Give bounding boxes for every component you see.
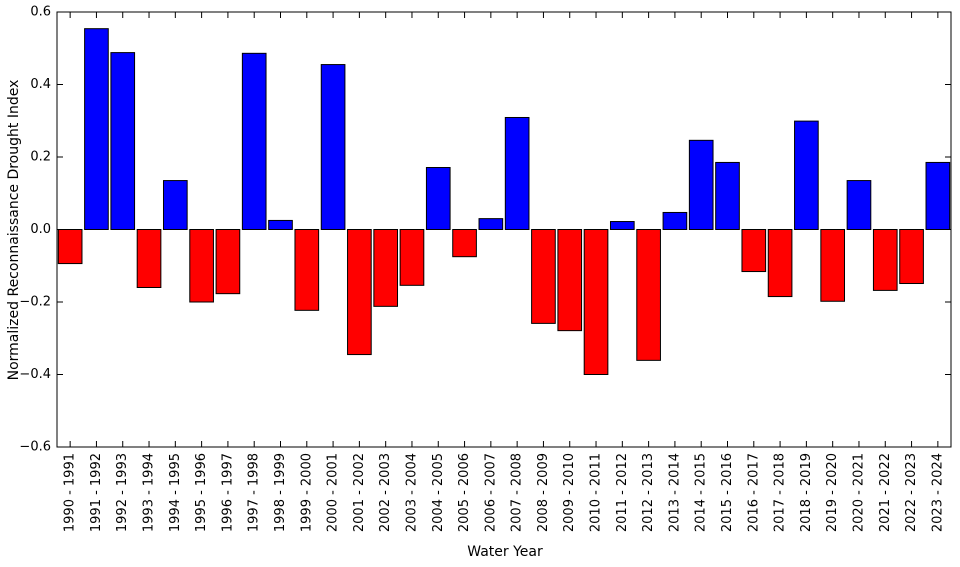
bar [399, 229, 425, 286]
bar [872, 229, 898, 291]
bar [268, 219, 293, 230]
bar [241, 52, 267, 231]
bar [478, 218, 504, 230]
bar [136, 229, 162, 288]
bar [110, 52, 136, 230]
x-axis-label: Water Year [467, 544, 543, 560]
bar [162, 180, 188, 230]
x-tick-label: 2020 - 2021 [851, 453, 866, 532]
bar [84, 28, 109, 230]
bar [294, 229, 320, 311]
x-tick-label: 2013 - 2014 [667, 453, 682, 532]
x-tick-label: 2009 - 2010 [562, 453, 577, 532]
x-tick-label: 1996 - 1997 [220, 453, 235, 532]
bar [452, 229, 477, 258]
bar [820, 229, 846, 302]
x-tick-label: 1992 - 1993 [115, 453, 130, 532]
y-tick-label: 0.4 [30, 77, 51, 92]
x-tick-label: 1993 - 1994 [142, 453, 157, 532]
y-tick-label: 0.0 [30, 222, 51, 237]
x-tick-label: 1998 - 1999 [273, 453, 288, 532]
x-tick-label: 2006 - 2007 [483, 453, 498, 532]
x-tick-label: 2016 - 2017 [746, 453, 761, 532]
x-tick-label: 2021 - 2022 [878, 453, 893, 532]
bar [925, 161, 951, 230]
y-tick-label: 0.6 [30, 5, 51, 20]
bar [609, 221, 635, 230]
x-tick-label: 1999 - 2000 [299, 453, 314, 532]
bar [425, 167, 451, 230]
y-tick-label: −0.2 [19, 295, 51, 310]
x-tick-label: 2010 - 2011 [589, 453, 604, 532]
bar [57, 229, 83, 265]
x-tick-label: 1991 - 1992 [89, 453, 104, 532]
bar [899, 229, 924, 285]
bar [846, 180, 872, 230]
x-tick-label: 2012 - 2013 [641, 453, 656, 532]
plot-frame [56, 11, 952, 448]
bar [557, 229, 583, 332]
x-tick-label: 2023 - 2024 [930, 453, 945, 532]
x-tick-label: 2018 - 2019 [799, 453, 814, 532]
x-tick-label: 2014 - 2015 [694, 453, 709, 532]
x-tick-label: 1994 - 1995 [168, 453, 183, 532]
x-tick-label: 2005 - 2006 [457, 453, 472, 532]
x-tick-label: 1990 - 1991 [63, 453, 78, 532]
bar [373, 229, 399, 307]
bar [688, 139, 714, 230]
y-tick-label: 0.2 [30, 150, 51, 165]
x-tick-label: 2017 - 2018 [773, 453, 788, 532]
x-tick-label: 2001 - 2002 [352, 453, 367, 532]
x-tick-label: 2003 - 2004 [404, 453, 419, 532]
bar [741, 229, 767, 273]
x-tick-label: 2015 - 2016 [720, 453, 735, 532]
bar [715, 161, 740, 230]
x-tick-label: 1997 - 1998 [247, 453, 262, 532]
x-tick-label: 2008 - 2009 [536, 453, 551, 532]
y-tick-label: −0.6 [19, 440, 51, 455]
y-tick-label: −0.4 [19, 367, 51, 382]
x-tick-label: 2019 - 2020 [825, 453, 840, 532]
bar [662, 211, 688, 230]
x-tick-label: 2002 - 2003 [378, 453, 393, 532]
bar [531, 229, 556, 324]
bar [189, 229, 214, 303]
bar [767, 229, 793, 298]
x-tick-label: 2011 - 2012 [615, 453, 630, 532]
bar [320, 64, 346, 230]
x-tick-label: 2004 - 2005 [431, 453, 446, 532]
bar [347, 229, 372, 356]
bar [794, 120, 819, 230]
x-tick-label: 2022 - 2023 [904, 453, 919, 532]
bar [636, 229, 661, 361]
x-tick-label: 1995 - 1996 [194, 453, 209, 532]
y-axis-label: Normalized Reconnaissance Drought Index [6, 80, 22, 381]
bar [215, 229, 241, 295]
x-tick-label: 2000 - 2001 [326, 453, 341, 532]
bar [504, 116, 530, 230]
bar [583, 229, 609, 375]
x-tick-label: 2007 - 2008 [510, 453, 525, 532]
